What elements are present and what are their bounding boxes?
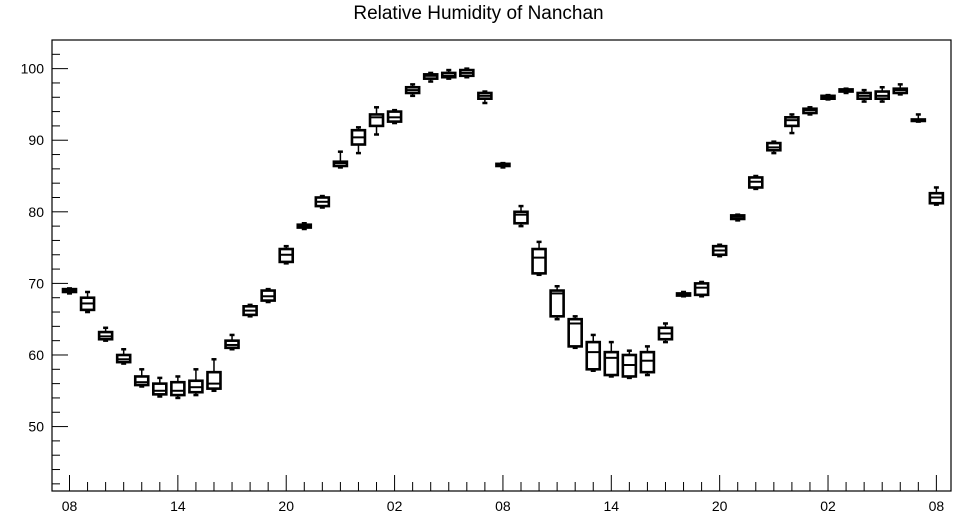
box-plot <box>115 348 132 365</box>
box-plot <box>531 240 547 277</box>
box-plot <box>820 93 836 101</box>
box-plot <box>350 126 367 155</box>
box-plot <box>513 204 529 228</box>
x-tick-label: 02 <box>820 498 836 514</box>
plot-frame <box>51 39 952 492</box>
y-tick-label: 100 <box>21 61 45 77</box>
box-plot <box>675 290 692 298</box>
box-plot <box>97 326 114 342</box>
box-plot <box>747 174 764 191</box>
box-iqr <box>693 282 710 297</box>
box-iqr <box>170 380 186 397</box>
box-plot <box>278 244 295 265</box>
x-tick-label: 20 <box>278 498 294 514</box>
box-plot <box>422 71 439 83</box>
box-iqr <box>206 370 222 390</box>
box-plot <box>928 186 945 206</box>
box-iqr <box>639 350 656 374</box>
box-iqr <box>784 116 800 128</box>
box-plot <box>838 87 854 95</box>
box-series <box>61 67 945 400</box>
box-iqr <box>567 317 583 348</box>
box-plot <box>459 67 475 79</box>
box-plot <box>784 113 800 135</box>
box-plot <box>766 140 782 155</box>
box-plot <box>639 345 656 377</box>
box-iqr <box>133 375 150 387</box>
box-plot <box>802 106 818 116</box>
box-plot <box>440 68 457 80</box>
x-axis: 08 14 20 02 08 14 20 02 08 <box>62 475 945 514</box>
box-plot <box>296 222 313 231</box>
x-tick-label: 14 <box>170 498 186 514</box>
box-plot <box>404 83 421 98</box>
box-plot <box>585 333 602 372</box>
x-tick-label: 20 <box>712 498 728 514</box>
box-iqr <box>368 113 385 128</box>
box-plot <box>477 90 493 105</box>
box-plot <box>386 108 403 125</box>
x-tick-label: 08 <box>62 498 78 514</box>
box-plot <box>729 213 746 222</box>
box-plot <box>152 376 168 398</box>
box-iqr <box>513 210 529 225</box>
x-tick-label: 14 <box>604 498 620 514</box>
chart-title: Relative Humidity of Nanchan <box>353 3 604 24</box>
box-plot <box>603 340 620 378</box>
box-plot <box>242 303 258 318</box>
box-plot <box>61 287 78 295</box>
x-tick-label: 02 <box>387 498 403 514</box>
box-plot <box>332 150 349 169</box>
box-plot <box>206 358 222 393</box>
box-plot <box>170 375 186 400</box>
box-plot <box>133 368 150 388</box>
box-plot <box>856 88 872 103</box>
box-plot <box>314 194 331 209</box>
box-iqr <box>585 340 602 371</box>
box-plot <box>368 106 385 136</box>
box-plot <box>224 333 240 351</box>
box-plot <box>567 315 583 350</box>
box-plot <box>188 368 204 397</box>
box-plot <box>657 322 674 344</box>
x-tick-label: 08 <box>495 498 511 514</box>
box-plot <box>711 243 728 258</box>
y-axis: 50 60 70 80 90 100 <box>21 53 68 485</box>
x-tick-label: 08 <box>929 498 945 514</box>
box-plot <box>892 83 909 96</box>
box-plot <box>495 161 511 169</box>
box-plot <box>693 280 710 298</box>
y-tick-label: 80 <box>28 204 44 220</box>
box-iqr <box>152 382 168 396</box>
box-plot <box>621 349 638 380</box>
y-tick-label: 70 <box>28 275 44 291</box>
y-tick-label: 90 <box>28 132 44 148</box>
box-iqr <box>603 350 620 377</box>
y-tick-label: 60 <box>28 347 44 363</box>
box-plot <box>549 285 565 321</box>
box-plot <box>910 113 927 123</box>
box-iqr <box>549 289 565 318</box>
box-iqr <box>531 247 547 275</box>
box-plot <box>260 287 276 304</box>
y-tick-label: 50 <box>28 419 44 435</box>
box-plot <box>874 85 891 103</box>
box-plot <box>79 290 96 314</box>
